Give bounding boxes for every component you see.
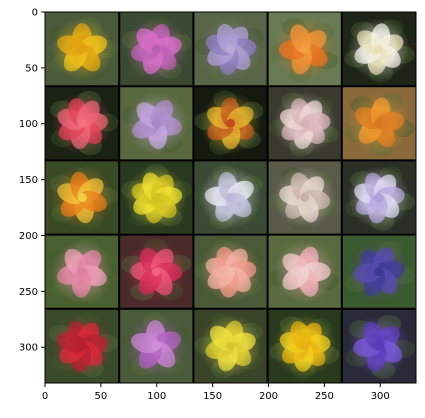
flower-center xyxy=(300,267,310,277)
y-tick-label: 200 xyxy=(19,231,38,242)
flower-center xyxy=(77,193,87,202)
image-tile-pale-flower xyxy=(267,160,342,235)
x-tick-label: 300 xyxy=(371,391,390,402)
flower-center xyxy=(374,118,384,128)
image-tile-orange-cluster-flower xyxy=(341,86,416,161)
flower-center xyxy=(300,118,310,128)
image-tile-red-pink-flower xyxy=(45,86,120,161)
flower-center xyxy=(300,193,310,202)
flower-center xyxy=(77,341,87,351)
flower-center xyxy=(226,118,235,128)
image-tile-pale-pink-flower xyxy=(267,86,342,161)
image-tile-violet-flower xyxy=(341,308,416,383)
flower-center xyxy=(374,193,384,202)
image-tile-yellow-flower xyxy=(45,12,120,87)
y-axis: 0 50 100 150 200 250 300 xyxy=(19,8,45,354)
x-axis: 0 50 100 150 200 250 300 xyxy=(42,383,390,402)
image-tile-lilac-flower xyxy=(119,86,194,161)
flower-center xyxy=(77,118,87,128)
image-tile-small-yellow-flower xyxy=(119,160,194,235)
flower-center xyxy=(226,267,235,277)
y-tick-label: 50 xyxy=(25,63,38,74)
y-tick-label: 250 xyxy=(19,287,38,298)
flower-center xyxy=(151,44,161,54)
x-tick-label: 250 xyxy=(315,391,334,402)
x-tick-label: 0 xyxy=(42,391,48,402)
image-tile-pink-flower xyxy=(45,234,120,309)
image-tile-pink-purple-flower xyxy=(119,12,194,87)
flower-center xyxy=(226,341,235,351)
flower-center xyxy=(151,341,161,351)
flower-center xyxy=(77,267,87,277)
image-tile-salmon-flower xyxy=(193,234,268,309)
y-tick-label: 0 xyxy=(32,8,38,19)
flower-center xyxy=(151,118,161,128)
x-tick-label: 50 xyxy=(95,391,108,402)
image-tile-yellow-flower-2 xyxy=(193,308,268,383)
x-tick-label: 150 xyxy=(203,391,222,402)
flower-center xyxy=(374,341,384,351)
image-tile-lavender-flower xyxy=(193,12,268,87)
image-tile-red-flower xyxy=(45,308,120,383)
flower-center xyxy=(374,44,384,54)
flower-center xyxy=(151,193,161,202)
image-tile-orange-flower xyxy=(267,12,342,87)
image-tile-yellow-red-flower xyxy=(193,86,268,161)
flower-center xyxy=(226,44,235,54)
image-tile-light-pink-flower xyxy=(267,234,342,309)
image-tile-orange-spiky-flower xyxy=(45,160,120,235)
image-tile-purple-cluster xyxy=(119,308,194,383)
image-tile-blue-purple-flower xyxy=(341,234,416,309)
image-tile-bright-yellow-flower xyxy=(267,308,342,383)
flower-center xyxy=(300,44,310,54)
grid-separators xyxy=(45,12,416,383)
flower-center xyxy=(77,44,87,54)
image-tile-magenta-cluster xyxy=(119,234,194,309)
flower-center xyxy=(151,267,161,277)
flower-image-grid xyxy=(45,12,416,383)
image-tile-white-purple-flower xyxy=(341,160,416,235)
x-tick-label: 200 xyxy=(259,391,278,402)
image-tile-white-flower xyxy=(341,12,416,87)
flower-center xyxy=(300,341,310,351)
x-tick-label: 100 xyxy=(147,391,166,402)
y-tick-label: 150 xyxy=(19,175,38,186)
y-tick-label: 100 xyxy=(19,119,38,130)
flower-center xyxy=(374,267,384,277)
flower-center xyxy=(226,193,235,202)
plot-frame xyxy=(44,11,417,384)
image-tile-white-iris xyxy=(193,160,268,235)
y-tick-label: 300 xyxy=(19,343,38,354)
